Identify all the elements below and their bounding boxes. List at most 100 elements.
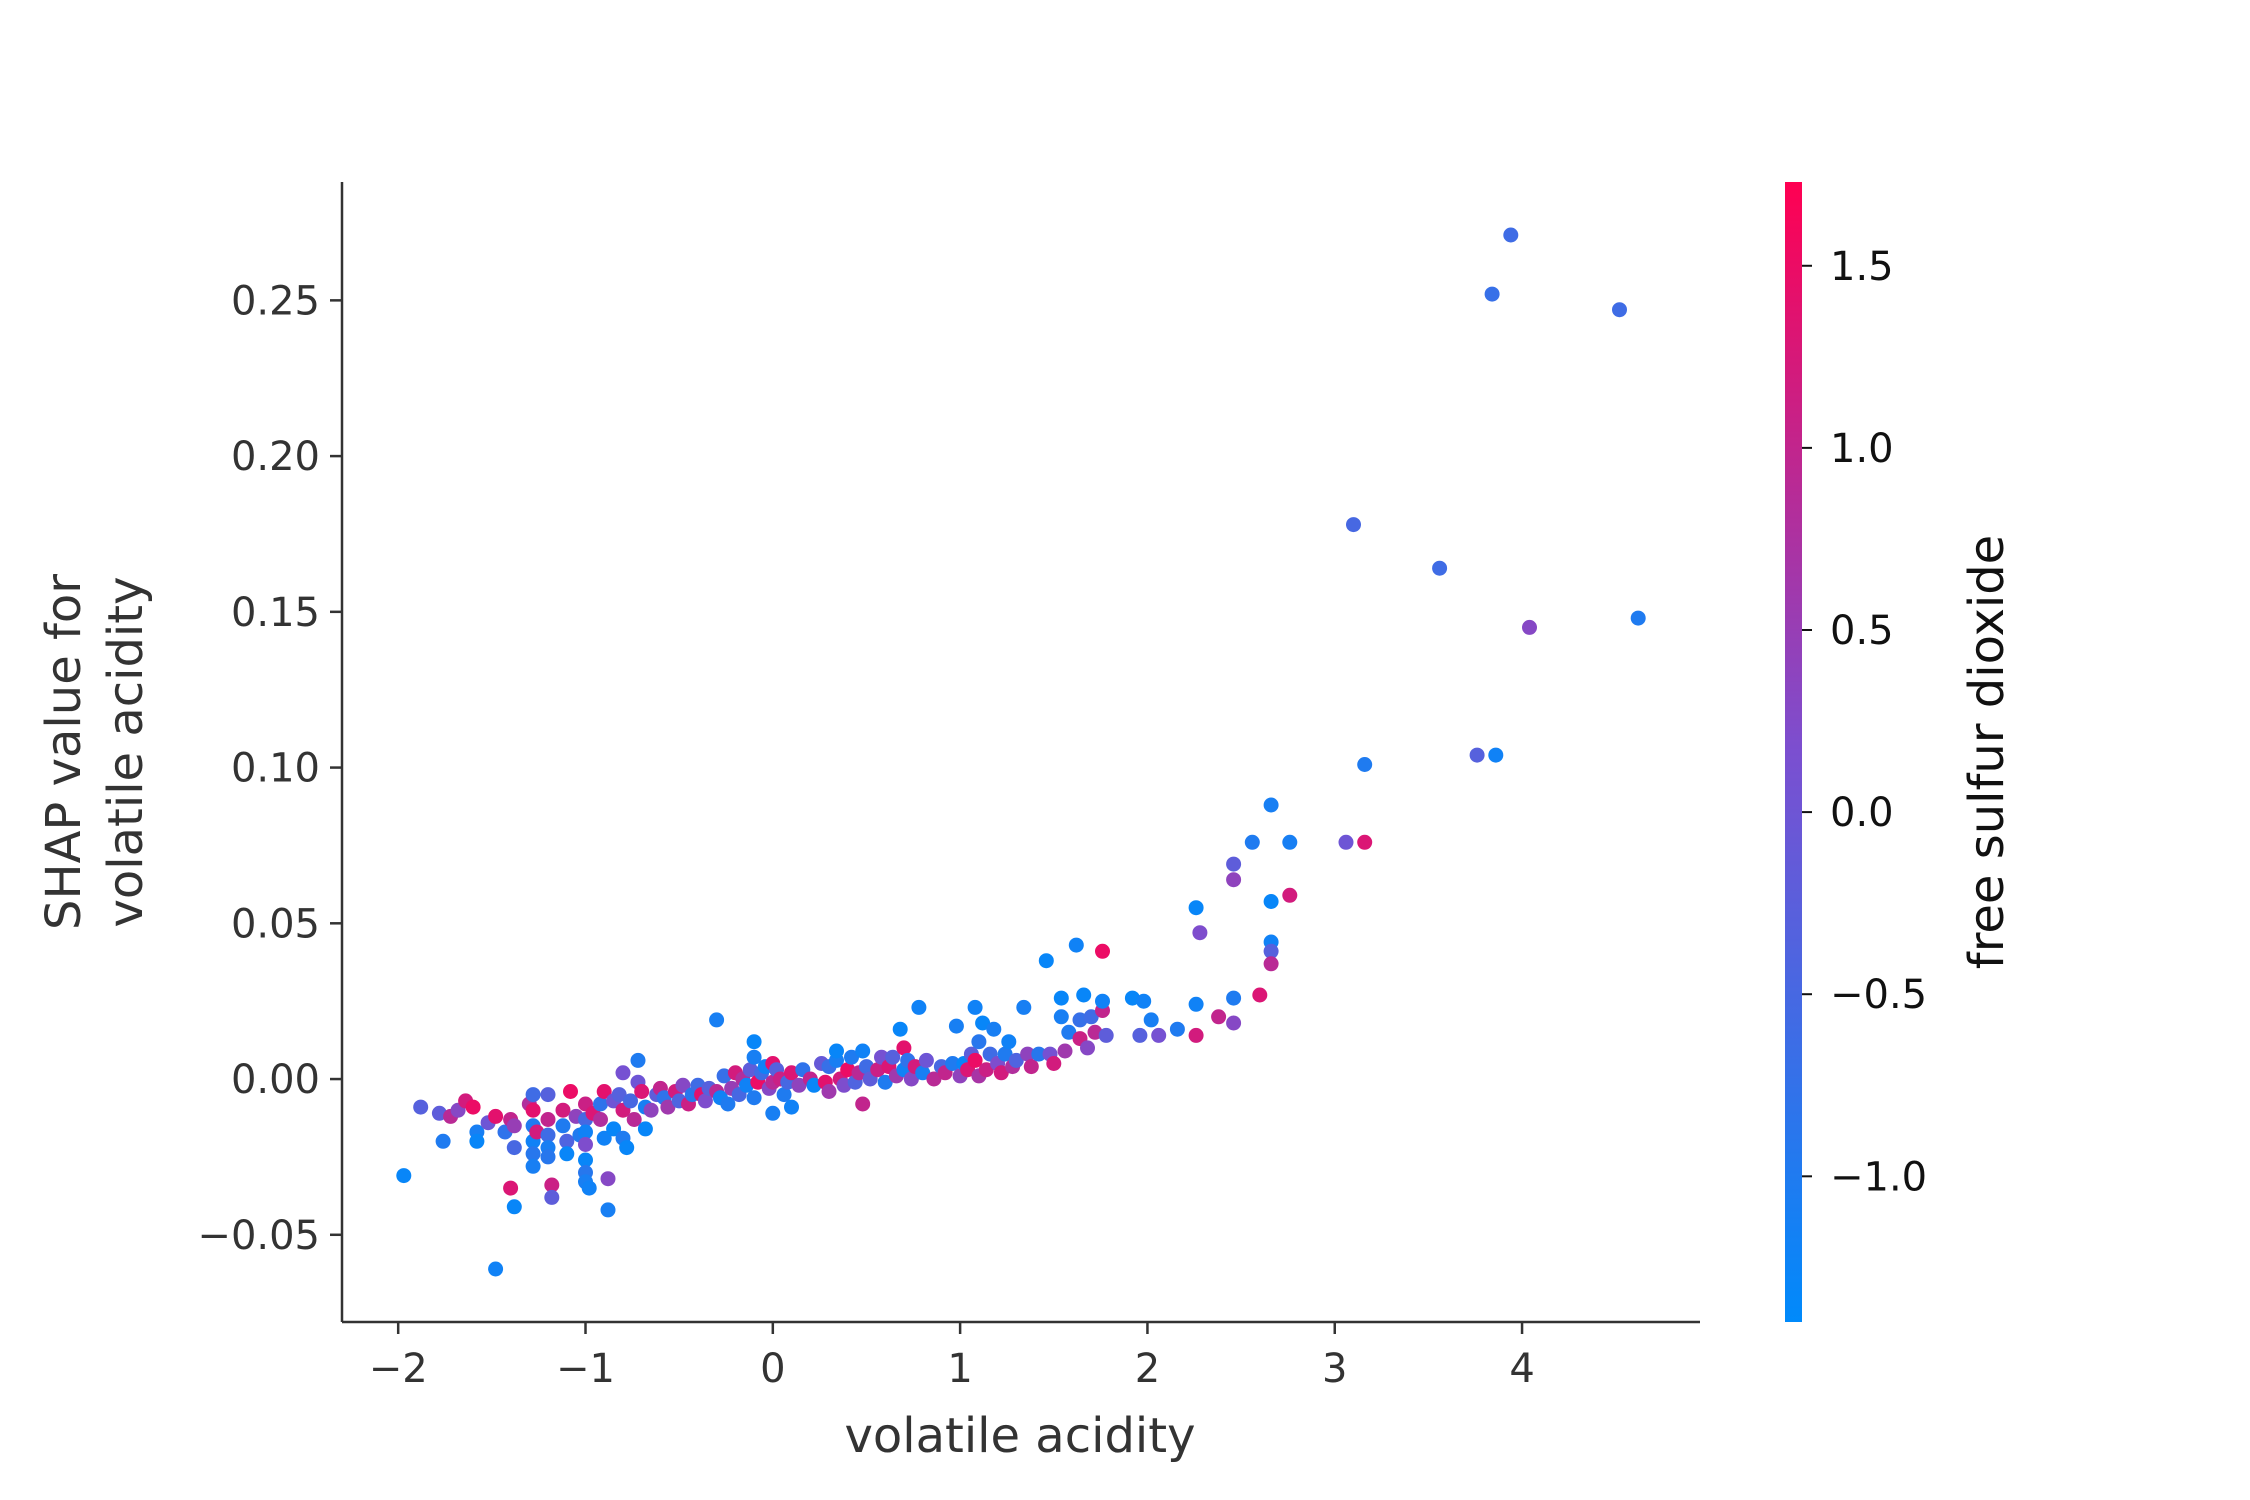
data-point bbox=[709, 1012, 725, 1028]
x-tick-label: 4 bbox=[1509, 1346, 1534, 1392]
y-tick-label: −0.05 bbox=[197, 1213, 320, 1259]
data-point bbox=[1263, 956, 1279, 972]
data-point bbox=[1211, 1009, 1227, 1025]
data-point bbox=[660, 1099, 676, 1115]
data-point bbox=[540, 1149, 556, 1165]
data-point bbox=[1226, 856, 1242, 872]
colorbar-label: free sulfur dioxide bbox=[1959, 535, 2015, 969]
data-point bbox=[784, 1099, 799, 1115]
data-point bbox=[1252, 987, 1268, 1003]
data-point bbox=[784, 1065, 799, 1081]
y-ticks: −0.05 0.00 0.05 0.10 0.15 0.20 0.25 bbox=[197, 278, 342, 1259]
data-point bbox=[1357, 834, 1373, 850]
data-point bbox=[600, 1202, 616, 1218]
data-point bbox=[593, 1096, 608, 1112]
data-point bbox=[555, 1102, 571, 1118]
data-point bbox=[623, 1093, 638, 1109]
data-point bbox=[1095, 943, 1110, 959]
data-point bbox=[993, 1065, 1009, 1081]
data-point bbox=[791, 1077, 807, 1093]
data-point bbox=[1001, 1034, 1017, 1050]
data-point bbox=[396, 1168, 412, 1184]
data-point bbox=[581, 1180, 597, 1196]
data-point bbox=[1188, 900, 1204, 916]
data-point bbox=[1522, 619, 1537, 635]
data-point bbox=[742, 1062, 758, 1078]
data-point bbox=[1282, 834, 1298, 850]
x-ticks: −2 −1 0 1 2 3 4 bbox=[369, 1322, 1535, 1392]
data-point bbox=[619, 1140, 635, 1156]
data-point bbox=[821, 1084, 837, 1099]
data-point bbox=[1226, 990, 1242, 1006]
data-point bbox=[525, 1087, 541, 1103]
data-point bbox=[544, 1177, 560, 1193]
data-point bbox=[915, 1065, 931, 1081]
data-point bbox=[1151, 1027, 1167, 1043]
data-point bbox=[829, 1043, 844, 1059]
data-point bbox=[1016, 999, 1032, 1015]
y-tick-label: 0.25 bbox=[231, 278, 320, 324]
data-point bbox=[1432, 560, 1448, 576]
data-point bbox=[488, 1108, 504, 1124]
data-point bbox=[1488, 747, 1504, 763]
data-point bbox=[630, 1052, 646, 1068]
data-point bbox=[720, 1096, 736, 1112]
data-point bbox=[600, 1171, 616, 1187]
data-point bbox=[892, 1021, 908, 1037]
data-point bbox=[1346, 517, 1361, 533]
data-point bbox=[1053, 990, 1069, 1006]
data-point bbox=[1061, 1024, 1077, 1040]
x-tick-label: 3 bbox=[1322, 1346, 1347, 1392]
data-point bbox=[967, 999, 983, 1015]
data-point bbox=[1057, 1043, 1073, 1059]
colorbar-ticks: −1.0 −0.5 0.0 0.5 1.0 1.5 bbox=[1802, 244, 1927, 1200]
colorbar bbox=[1785, 182, 1802, 1322]
data-point bbox=[1083, 1009, 1099, 1025]
data-point bbox=[559, 1146, 575, 1162]
data-point bbox=[1020, 1046, 1036, 1062]
data-point bbox=[1188, 1027, 1204, 1043]
data-point bbox=[997, 1046, 1013, 1062]
data-point bbox=[1095, 993, 1110, 1009]
data-point bbox=[971, 1034, 987, 1050]
x-tick-label: −1 bbox=[556, 1346, 615, 1392]
data-point bbox=[488, 1261, 504, 1277]
data-point bbox=[903, 1071, 919, 1087]
data-point bbox=[1503, 227, 1519, 243]
data-point bbox=[637, 1121, 653, 1137]
data-point bbox=[716, 1068, 732, 1084]
data-point bbox=[1226, 1015, 1242, 1031]
y-tick-label: 0.10 bbox=[231, 746, 320, 792]
data-point bbox=[506, 1199, 522, 1215]
data-point bbox=[578, 1137, 593, 1152]
data-point bbox=[840, 1062, 856, 1078]
y-tick-label: 0.00 bbox=[231, 1057, 320, 1103]
data-point bbox=[1192, 925, 1208, 941]
data-point bbox=[563, 1084, 578, 1099]
data-point bbox=[611, 1087, 627, 1103]
x-tick-label: 2 bbox=[1135, 1346, 1160, 1392]
data-point bbox=[1630, 610, 1646, 626]
y-axis-label-line-2: volatile acidity bbox=[98, 577, 154, 928]
colorbar-tick-label: 0.5 bbox=[1830, 608, 1894, 654]
colorbar-tick-label: −0.5 bbox=[1830, 972, 1927, 1018]
data-point bbox=[1023, 1059, 1039, 1075]
colorbar-tick-label: 1.5 bbox=[1830, 244, 1894, 290]
data-point bbox=[506, 1118, 522, 1134]
data-point bbox=[1612, 302, 1627, 318]
data-point bbox=[596, 1130, 612, 1146]
y-axis-label-line-1: SHAP value for bbox=[36, 574, 92, 930]
data-point bbox=[986, 1021, 1002, 1037]
data-point bbox=[435, 1133, 451, 1149]
data-point bbox=[1244, 834, 1260, 850]
data-point bbox=[469, 1133, 485, 1149]
data-point bbox=[578, 1124, 593, 1140]
data-point bbox=[540, 1127, 556, 1143]
scatter-points bbox=[396, 227, 1646, 1277]
data-point bbox=[877, 1074, 893, 1090]
data-point bbox=[844, 1049, 859, 1065]
data-point bbox=[525, 1146, 541, 1162]
data-point bbox=[945, 1056, 961, 1071]
data-point bbox=[896, 1040, 912, 1056]
data-point bbox=[1169, 1021, 1185, 1037]
